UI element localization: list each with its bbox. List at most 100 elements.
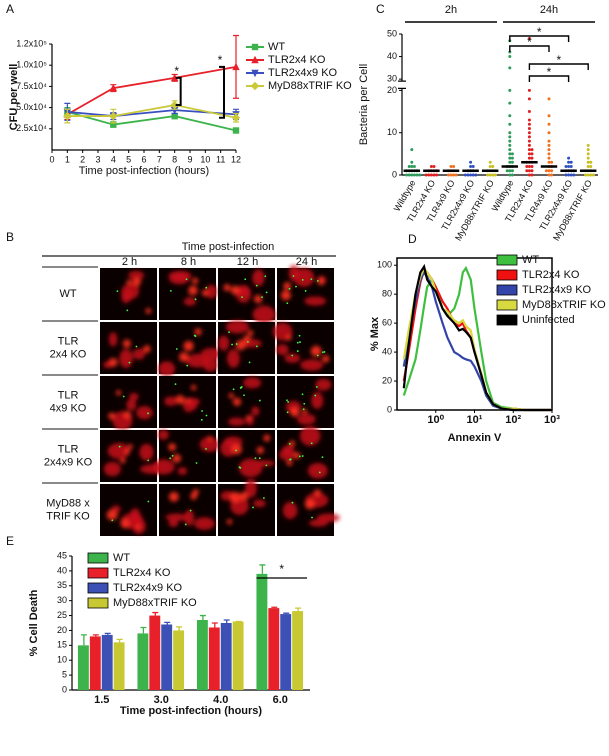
data-point: [449, 165, 453, 169]
cell: [237, 286, 251, 296]
data-point: [527, 118, 531, 122]
y-tick-label: 15: [57, 640, 67, 650]
data-point: [547, 97, 551, 101]
nucleus: [120, 457, 126, 464]
data-point: [471, 165, 475, 169]
cell: [164, 396, 178, 406]
nucleus: [120, 518, 130, 529]
cells: [286, 378, 332, 425]
data-point: [586, 148, 590, 152]
data-point: [508, 131, 512, 135]
data-point: [586, 165, 590, 169]
data-point: [508, 88, 512, 92]
data-point: [410, 173, 414, 177]
nucleus: [280, 290, 291, 301]
cell: [103, 461, 121, 477]
nucleus: [289, 440, 296, 447]
error-bar: [199, 614, 206, 621]
bacterium: [238, 466, 241, 469]
cell: [139, 443, 154, 461]
bacterium: [169, 457, 172, 460]
data-point: [412, 165, 416, 169]
bacterium: [321, 351, 324, 354]
data-point: [488, 173, 492, 177]
bacterium: [288, 442, 291, 445]
nucleus: [135, 524, 141, 530]
x-tick-label: 10²: [505, 414, 521, 426]
micrograph: [218, 320, 275, 374]
legend-swatch: [87, 582, 109, 594]
micrograph: [159, 268, 218, 320]
data-point: [547, 152, 551, 156]
data-point: [508, 152, 512, 156]
bacterium: [185, 278, 188, 281]
data-point: [508, 156, 512, 160]
significance-bracket: [509, 45, 550, 52]
bacterium: [147, 412, 150, 415]
x-tick-label: 0: [49, 154, 54, 164]
significance-bracket: [175, 76, 182, 107]
error-bar: [140, 626, 147, 634]
data-point: [527, 156, 531, 160]
y-tick-label: 10: [387, 127, 397, 137]
nucleus: [122, 339, 132, 348]
bacterium: [323, 351, 326, 353]
cell: [193, 517, 215, 530]
row-label: TLR: [58, 389, 79, 401]
bacterium: [205, 414, 208, 417]
bacterium: [296, 341, 299, 344]
data-point: [530, 165, 534, 169]
marker: [232, 127, 240, 134]
legend-swatch: [496, 284, 518, 296]
bacterium: [200, 418, 203, 421]
data-point: [572, 173, 576, 177]
significance-bracket: [528, 75, 570, 82]
cell: [190, 398, 201, 405]
group-label: 2h: [445, 4, 457, 16]
bacterium: [289, 458, 291, 461]
cells: [164, 384, 201, 413]
row-label: 2x4 KO: [50, 348, 87, 360]
group-label: 24h: [540, 4, 558, 16]
data-point: [567, 165, 571, 169]
x-tick-label: 1: [65, 154, 70, 164]
y-tick-label: 80: [382, 289, 392, 299]
data-point: [527, 135, 531, 139]
marker: [171, 112, 178, 120]
cell: [315, 378, 332, 391]
cell: [296, 413, 316, 425]
nucleus: [247, 330, 254, 337]
bacterium: [288, 287, 291, 290]
bacterium: [261, 296, 263, 299]
significance-bracket: [219, 65, 225, 119]
error-bar: [283, 612, 290, 615]
data-point: [510, 152, 514, 156]
data-point: [586, 156, 590, 160]
bacterium: [147, 500, 150, 503]
series-line: [66, 66, 237, 116]
bacterium: [295, 285, 297, 288]
nucleus: [190, 492, 198, 500]
data-point: [569, 173, 573, 177]
cells: [158, 328, 223, 377]
cell: [126, 399, 137, 411]
error-bar: [164, 621, 171, 625]
micrograph: [218, 430, 275, 482]
nucleus: [256, 446, 264, 454]
x-tick-label: 6: [141, 154, 146, 164]
y-tick-label: 5.0x10⁴: [16, 102, 47, 112]
micrograph: [100, 322, 157, 374]
bacterium: [286, 399, 288, 402]
bar: [196, 620, 208, 690]
y-tick-label: 0: [62, 684, 67, 694]
panel-letter: C: [376, 2, 385, 16]
bacterium: [291, 501, 294, 504]
y-tick-label: 45: [57, 550, 67, 560]
x-axis-label: Annexin V: [448, 432, 502, 444]
significance-mark: *: [537, 25, 542, 39]
bacterium: [291, 354, 294, 357]
nucleus: [310, 345, 322, 357]
bacterium: [205, 448, 207, 450]
data-point: [564, 173, 568, 177]
x-tick-label: 12: [231, 154, 241, 164]
